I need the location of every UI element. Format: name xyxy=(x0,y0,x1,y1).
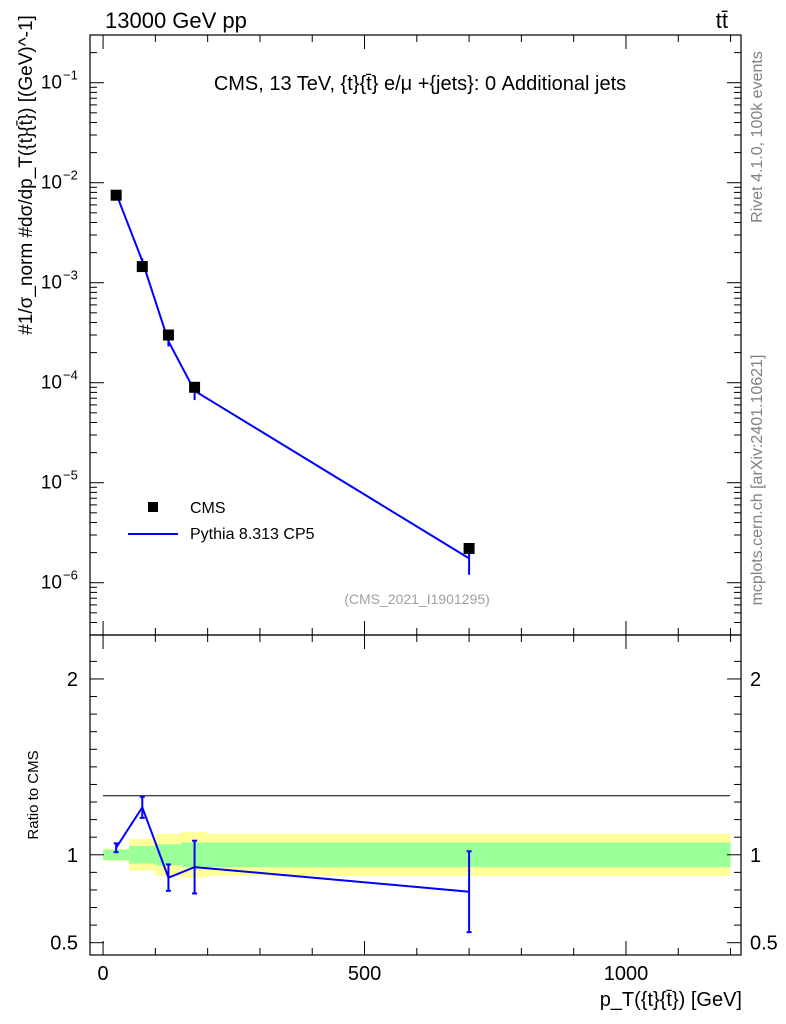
x-axis-label: p_T({t}{t̄}) [GeV] xyxy=(600,989,742,1011)
x-tick-label: 0 xyxy=(98,963,109,985)
data-point xyxy=(189,381,201,393)
data-point xyxy=(162,329,174,341)
ratio-axis-label: Ratio to CMS xyxy=(25,750,42,839)
x-tick-label: 1000 xyxy=(604,963,649,985)
ratio-data-marks xyxy=(113,795,472,934)
y-tick-label: 10 xyxy=(41,73,62,94)
main-axis-ticks: 10−610−510−410−310−210−1 xyxy=(41,35,741,636)
ratio-tick-label: 0.5 xyxy=(50,933,78,955)
data-point xyxy=(463,542,475,554)
energy-label: 13000 GeV pp xyxy=(105,8,247,33)
ratio-band-inner xyxy=(129,845,156,864)
y-tick-label: 10 xyxy=(41,473,62,494)
y-tick-label: 10 xyxy=(41,573,62,594)
ratio-band-inner xyxy=(103,849,130,861)
y-tick-label: 10 xyxy=(41,173,62,194)
y-tick-label: 10 xyxy=(41,373,62,394)
ratio-bands xyxy=(103,831,731,878)
ratio-tick-label-right: 0.5 xyxy=(750,933,778,955)
y-tick-label: 10 xyxy=(41,273,62,294)
ratio-frame xyxy=(89,634,742,956)
main-frame xyxy=(89,34,742,636)
analysis-label: (CMS_2021_I1901295) xyxy=(344,591,490,607)
legend: CMS Pythia 8.313 CP5 xyxy=(128,500,315,543)
main-panel: 10−610−510−410−310−210−1 CMS, 13 TeV, {t… xyxy=(16,15,742,636)
data-point xyxy=(136,261,148,273)
ratio-tick-label-right: 1 xyxy=(750,845,761,867)
ratio-tick-label-right: 2 xyxy=(750,669,761,691)
ratio-panel: 0 500 1000 0.5 0.5 1 1 2 2 Ratio to CMS p_T({t}{… xyxy=(25,634,778,1011)
y-tick-exponent: −1 xyxy=(63,68,78,83)
site-label: mcplots.cern.ch [arXiv:2401.10621] xyxy=(749,355,766,606)
data-point xyxy=(110,189,122,201)
y-tick-exponent: −5 xyxy=(63,468,78,483)
legend-cms-label: CMS xyxy=(190,500,226,517)
y-tick-exponent: −4 xyxy=(63,368,78,383)
y-tick-exponent: −6 xyxy=(63,568,78,583)
legend-cms-marker xyxy=(148,502,158,512)
x-tick-label: 500 xyxy=(348,963,381,985)
mc-series-line xyxy=(115,193,470,560)
chart-title: CMS, 13 TeV, {t}{t̄} e/μ +{jets}: 0 Addi… xyxy=(214,73,626,95)
main-data-marks xyxy=(110,189,475,575)
y-tick-exponent: −3 xyxy=(63,268,78,283)
y-axis-label: #1/σ_norm #dσ/dp_T({t}{t̄}) [(GeV)^-1] xyxy=(16,15,37,335)
y-tick-exponent: −2 xyxy=(63,168,78,183)
process-label: tt̄ xyxy=(716,8,728,33)
ratio-axis-ticks: 0 500 1000 0.5 0.5 1 1 2 2 xyxy=(50,635,778,985)
rivet-label: Rivet 4.1.0, 100k events xyxy=(749,51,766,223)
ratio-tick-label: 2 xyxy=(67,669,78,691)
legend-pythia-label: Pythia 8.313 CP5 xyxy=(190,526,315,543)
ratio-tick-label: 1 xyxy=(67,845,78,867)
